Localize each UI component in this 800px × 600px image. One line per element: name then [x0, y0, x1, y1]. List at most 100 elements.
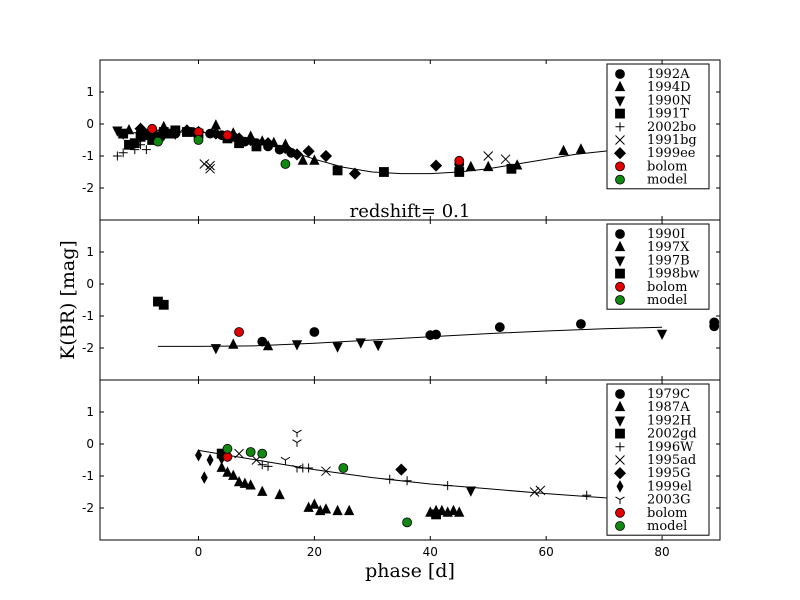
data-point-1987A	[320, 503, 332, 514]
y-tick-label: -2	[82, 341, 94, 355]
data-point-1991bg	[205, 163, 215, 174]
data-point-1987A	[454, 506, 465, 517]
data-point-1987A	[257, 485, 268, 496]
legend-marker-1999ee	[613, 147, 627, 160]
data-point-1997B	[372, 340, 384, 352]
legend-label-model: model	[647, 293, 687, 308]
data-point-1987A	[216, 461, 227, 472]
series-2003G	[280, 429, 302, 473]
legend-label-1992A: 1992A	[647, 67, 690, 82]
data-point-model	[153, 136, 163, 147]
data-point-bolom	[454, 155, 465, 166]
legend-label-1995ad: 1995ad	[647, 453, 696, 468]
data-point-1996W	[257, 460, 267, 470]
legend-marker-1999el	[616, 480, 624, 493]
legend-label-1997B: 1997B	[647, 253, 690, 268]
data-point-1997X	[228, 338, 239, 349]
data-point-2002bo	[141, 145, 151, 155]
legend-label-1995G: 1995G	[647, 466, 690, 481]
data-point-1991T	[506, 163, 517, 174]
x-tick-label: 60	[539, 545, 554, 559]
legend-marker-1997X	[614, 240, 626, 252]
legend-label-1992H: 1992H	[647, 413, 691, 428]
data-point-1996W	[582, 490, 592, 500]
data-point-1999ee	[290, 148, 304, 161]
legend-marker-1990N	[614, 96, 626, 107]
legend-marker-model	[615, 295, 625, 305]
legend-marker-1996W	[615, 442, 625, 452]
y-tick-label: 0	[86, 277, 94, 291]
legend-box-middle	[606, 223, 710, 310]
data-point-1995G	[395, 463, 408, 476]
data-point-1995ad	[535, 485, 546, 496]
data-point-1996W	[263, 461, 273, 471]
legend-marker-1987A	[614, 400, 626, 412]
legend-marker-2002bo	[615, 122, 625, 132]
data-point-1997B	[355, 338, 366, 349]
data-point-1991T	[118, 128, 129, 139]
data-point-1987A	[344, 504, 355, 516]
y-tick-label: 0	[86, 437, 94, 451]
y-tick-label: -2	[82, 501, 94, 515]
data-point-1987A	[448, 504, 459, 516]
data-point-1990I	[257, 336, 268, 347]
legend-label-bolom: bolom	[647, 280, 687, 295]
legend-label-1994D: 1994D	[647, 80, 691, 95]
series-1991bg	[199, 151, 511, 177]
data-point-1987A	[274, 488, 285, 500]
data-point-1992H	[465, 486, 476, 497]
data-point-1987A	[239, 477, 251, 488]
data-point-1991bg	[205, 160, 215, 171]
legend-label-model: model	[647, 519, 687, 534]
y-tick-label: 1	[86, 405, 94, 419]
legend-label-1990N: 1990N	[647, 93, 691, 108]
data-point-model	[222, 443, 233, 454]
data-point-1999ee	[232, 132, 246, 145]
series-1990I	[257, 317, 720, 347]
legend-label-1999ee: 1999ee	[647, 146, 696, 161]
data-point-1994D	[575, 143, 587, 154]
data-point-1994D	[483, 160, 494, 172]
data-point-1999ee	[302, 145, 315, 158]
data-point-1999el	[206, 453, 214, 467]
data-point-1996W	[304, 463, 314, 473]
legend-label-1997X: 1997X	[647, 240, 690, 255]
series-2002bo	[112, 140, 151, 161]
legend-marker-1991T	[615, 108, 625, 119]
data-point-1991T	[251, 141, 262, 152]
x-tick-label: 40	[423, 545, 438, 559]
model-curve-middle	[157, 326, 663, 347]
data-point-1991bg	[199, 159, 210, 169]
data-point-1987A	[332, 504, 343, 516]
data-point-1999ee	[209, 127, 222, 140]
legend-marker-1979C	[615, 389, 625, 399]
data-point-1987A	[228, 469, 239, 480]
data-point-1991bg	[500, 154, 511, 165]
data-point-1997B	[291, 340, 303, 351]
series-1997B	[210, 329, 668, 355]
data-point-bolom	[234, 327, 244, 337]
legend-marker-2002gd	[615, 428, 625, 439]
data-point-1999ee	[261, 137, 275, 150]
data-point-1999ee	[319, 149, 333, 163]
data-point-1997B	[656, 329, 668, 340]
data-point-1991T	[454, 167, 465, 177]
y-tick-label: -1	[82, 469, 94, 483]
data-point-model	[245, 447, 256, 457]
data-point-2002bo	[130, 145, 140, 155]
series-1998bw	[153, 296, 169, 310]
y-axis-title: K(BR) [mag]	[57, 240, 79, 360]
data-point-1996W	[385, 474, 395, 484]
data-point-1996W	[402, 476, 412, 486]
legend-label-2002gd: 2002gd	[647, 427, 697, 442]
series-1996W	[257, 460, 592, 500]
data-point-1999ee	[180, 124, 193, 137]
data-point-1995ad	[321, 466, 331, 477]
data-point-1987A	[233, 476, 245, 487]
data-point-model	[402, 517, 413, 528]
legend-label-1991T: 1991T	[647, 107, 689, 122]
data-point-2003G	[292, 429, 302, 438]
legend-label-1996W: 1996W	[647, 440, 694, 455]
